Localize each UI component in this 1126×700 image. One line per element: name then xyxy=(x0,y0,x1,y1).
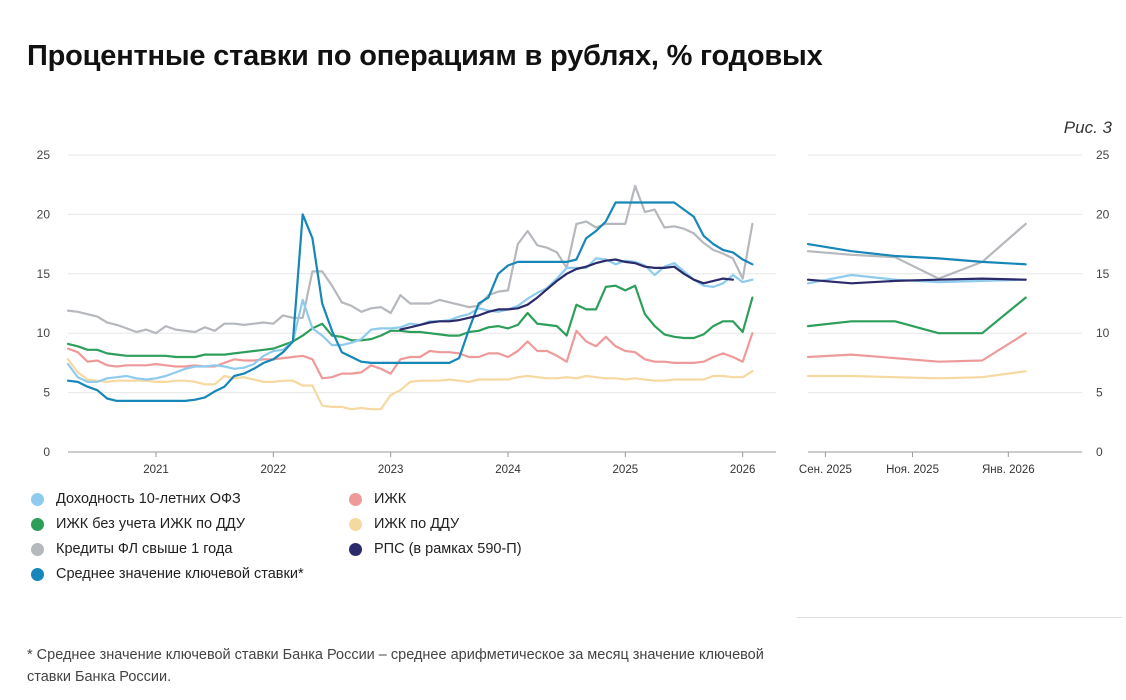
inset-series-izhk xyxy=(806,332,1027,363)
legend-item-ofz: Доходность 10-летних ОФЗ xyxy=(31,491,241,507)
main-x-tick-label: 2026 xyxy=(730,464,756,476)
main-y-tick-label: 10 xyxy=(37,326,51,340)
main-y-tick-label: 25 xyxy=(37,148,51,162)
inset-x-tick-label: Ноя. 2025 xyxy=(886,464,939,476)
inset-panel: 0 5 10 15 20 25 Сен. 2025 Ноя. 2025 Янв. 2026 xyxy=(799,148,1110,476)
legend-label-rps: РПС (в рамках 590-П) xyxy=(374,541,522,557)
legend-item-key-rate: Среднее значение ключевой ставки* xyxy=(31,566,304,582)
main-series-rps xyxy=(399,258,735,331)
main-x-tick-label: 2022 xyxy=(261,464,287,476)
main-y-tick-label: 15 xyxy=(37,267,51,281)
legend-swatch-rps xyxy=(349,542,362,556)
legend-swatch-ofz xyxy=(31,492,44,506)
legend-swatch-fl-credit xyxy=(31,542,44,556)
legend-label-key-rate: Среднее значение ключевой ставки* xyxy=(56,566,304,582)
main-y-tick-label: 5 xyxy=(43,386,50,400)
legend-label-izhk-ddu: ИЖК по ДДУ xyxy=(374,516,460,532)
legend-swatch-izhk-no-ddu xyxy=(31,517,44,531)
main-x-tick-label: 2021 xyxy=(143,464,169,476)
chart-title: Процентные ставки по операциям в рублях,… xyxy=(27,40,823,72)
legend-label-izhk: ИЖК xyxy=(374,491,407,507)
footnote: * Среднее значение ключевой ставки Банка… xyxy=(27,647,764,685)
legend-item-rps: РПС (в рамках 590-П) xyxy=(349,541,522,557)
inset-x-tick-label: Янв. 2026 xyxy=(982,464,1035,476)
main-series-izhk-ddu xyxy=(66,358,754,411)
legend-item-izhk-ddu: ИЖК по ДДУ xyxy=(349,516,459,532)
legend-swatch-key-rate xyxy=(31,567,44,581)
legend-label-ofz: Доходность 10-летних ОФЗ xyxy=(56,491,241,507)
inset-y-tick-label: 10 xyxy=(1096,326,1110,340)
legend-swatch-izhk-ddu xyxy=(349,517,362,531)
main-series-izhk-no-ddu xyxy=(66,284,754,359)
main-series-fl-credit xyxy=(66,184,754,335)
legend-item-fl-credit: Кредиты ФЛ свыше 1 года xyxy=(31,541,232,557)
main-series-key-rate xyxy=(66,201,754,402)
inset-y-tick-label: 20 xyxy=(1096,207,1110,221)
inset-y-tick-label: 25 xyxy=(1096,148,1110,162)
separator-line xyxy=(797,617,1122,618)
inset-series-fl-credit xyxy=(806,222,1027,280)
inset-series-key-rate xyxy=(806,243,1027,266)
inset-x-tick-label: Сен. 2025 xyxy=(799,464,852,476)
main-x-tick-label: 2025 xyxy=(613,464,639,476)
figure-label: Рис. 3 xyxy=(1063,118,1112,137)
legend-swatch-izhk xyxy=(349,492,362,506)
inset-y-tick-label: 15 xyxy=(1096,267,1110,281)
inset-y-tick-label: 5 xyxy=(1096,386,1103,400)
inset-y-tick-label: 0 xyxy=(1096,445,1103,459)
main-series-izhk xyxy=(66,329,754,380)
inset-series-izhk-ddu xyxy=(806,370,1027,380)
inset-series-rps xyxy=(806,277,1027,285)
main-series-ofz xyxy=(66,257,754,383)
main-y-tick-label: 20 xyxy=(37,207,51,221)
legend-item-izhk: ИЖК xyxy=(349,491,406,507)
main-x-tick-label: 2024 xyxy=(495,464,521,476)
main-x-tick-label: 2023 xyxy=(378,464,404,476)
inset-series-izhk-no-ddu xyxy=(806,296,1027,335)
legend-label-fl-credit: Кредиты ФЛ свыше 1 года xyxy=(56,541,233,557)
legend-label-izhk-no-ddu: ИЖК без учета ИЖК по ДДУ xyxy=(56,516,246,532)
main-y-tick-label: 0 xyxy=(43,445,50,459)
legend-item-izhk-no-ddu: ИЖК без учета ИЖК по ДДУ xyxy=(31,516,245,532)
